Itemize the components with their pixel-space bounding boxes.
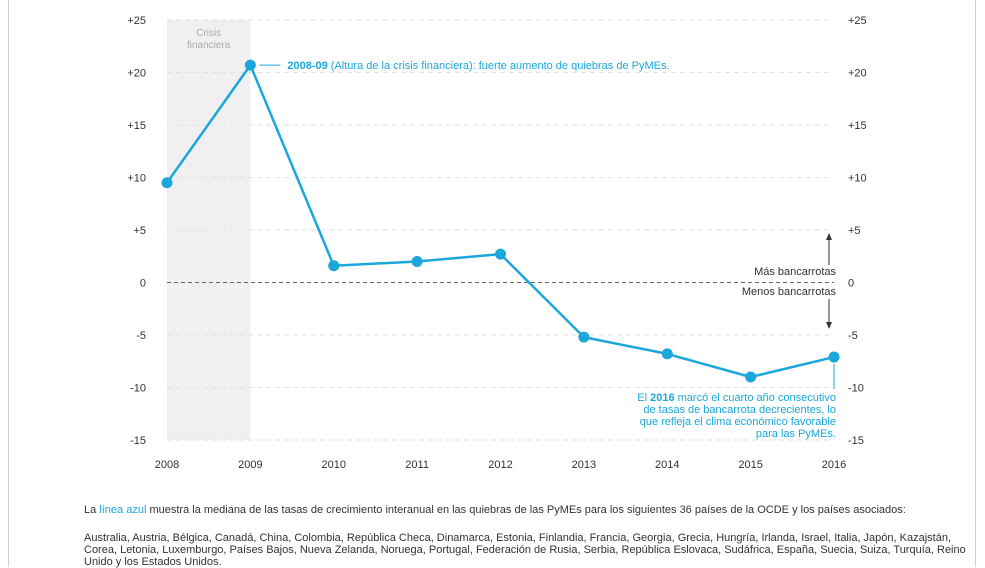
data-point bbox=[745, 371, 757, 383]
x-tick-label: 2010 bbox=[322, 459, 346, 471]
x-tick-label: 2014 bbox=[655, 459, 679, 471]
end-annotation-line: que refleja el clima económico favorable bbox=[640, 416, 836, 428]
x-tick-label: 2011 bbox=[405, 459, 429, 471]
data-point bbox=[828, 351, 840, 363]
y-tick-label-left: +5 bbox=[133, 225, 146, 237]
frame-right-border bbox=[975, 0, 976, 567]
y-tick-label-right: +5 bbox=[848, 225, 861, 237]
data-point bbox=[578, 331, 590, 343]
y-tick-label-right: +25 bbox=[848, 15, 867, 27]
data-point bbox=[411, 256, 423, 267]
chart-description: La línea azul muestra la mediana de las … bbox=[84, 504, 974, 516]
description-prefix: La bbox=[84, 504, 100, 516]
y-tick-label-left: +10 bbox=[127, 173, 146, 185]
crisis-label-line: financiera bbox=[187, 40, 231, 51]
end-annotation-span: El bbox=[637, 392, 650, 404]
data-point bbox=[244, 59, 256, 71]
end-annotation-line: de tasas de bancarrota decrecientes, lo bbox=[643, 404, 836, 416]
end-annotation-span: marcó el cuarto año consecutivo bbox=[675, 392, 836, 404]
y-tick-label-left: +20 bbox=[127, 68, 146, 80]
x-tick-label: 2009 bbox=[238, 459, 262, 471]
data-point bbox=[328, 260, 340, 272]
y-tick-label-left: 0 bbox=[140, 278, 146, 290]
y-tick-label-right: +15 bbox=[848, 120, 867, 132]
y-tick-label-right: +10 bbox=[848, 173, 867, 185]
end-annotation-line: El 2016 marcó el cuarto año consecutivo bbox=[637, 392, 836, 404]
description-text: muestra la mediana de las tasas de creci… bbox=[146, 504, 906, 516]
y-tick-label-right: 0 bbox=[848, 278, 854, 290]
median-series-line bbox=[165, 63, 835, 379]
x-tick-label: 2012 bbox=[488, 459, 512, 471]
y-tick-label-left: +15 bbox=[127, 120, 146, 132]
end-annotation-line: para las PyMEs. bbox=[756, 428, 836, 440]
down-arrow-icon bbox=[826, 322, 832, 329]
data-point bbox=[495, 248, 506, 260]
fewer-bankruptcies-label: Menos bancarrotas bbox=[742, 286, 837, 298]
frame-left-border bbox=[8, 0, 9, 567]
x-tick-label: 2015 bbox=[738, 459, 762, 471]
y-tick-label-left: -15 bbox=[130, 435, 146, 447]
up-arrow-icon bbox=[826, 233, 832, 240]
more-bankruptcies-label: Más bancarrotas bbox=[754, 266, 836, 278]
y-tick-label-left: -5 bbox=[136, 330, 146, 342]
crisis-annotation-text: (Altura de la crisis financiera): fuerte… bbox=[328, 60, 670, 72]
y-tick-label-right: -10 bbox=[848, 383, 864, 395]
x-tick-label: 2008 bbox=[155, 459, 179, 471]
y-tick-label-right: +20 bbox=[848, 68, 867, 80]
crisis-label-line: Crisis bbox=[196, 28, 221, 39]
data-point bbox=[661, 348, 673, 360]
data-point bbox=[161, 177, 173, 189]
end-annotation-span: 2016 bbox=[650, 392, 674, 404]
y-tick-label-left: +25 bbox=[127, 15, 146, 27]
x-tick-label: 2013 bbox=[572, 459, 596, 471]
y-tick-label-right: -5 bbox=[848, 330, 858, 342]
country-list: Australia, Austria, Bélgica, Canadá, Chi… bbox=[84, 532, 966, 568]
y-tick-label-left: -10 bbox=[130, 383, 146, 395]
blue-line-label: línea azul bbox=[99, 504, 147, 516]
crisis-annotation: 2008-09 (Altura de la crisis financiera)… bbox=[287, 60, 669, 72]
x-tick-label: 2016 bbox=[822, 459, 846, 471]
crisis-annotation-year: 2008-09 bbox=[287, 60, 327, 72]
y-tick-label-right: -15 bbox=[848, 435, 864, 447]
